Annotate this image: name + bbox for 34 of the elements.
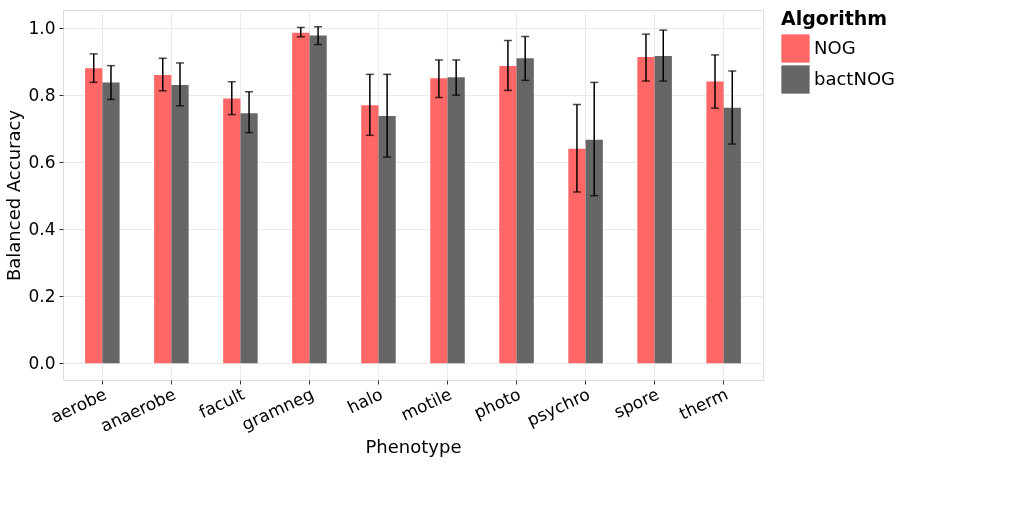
y-tick-label: 0.8 <box>28 84 56 105</box>
x-axis-title: Phenotype <box>365 435 462 457</box>
y-tick-label: 0.4 <box>28 218 56 239</box>
y-tick-label: 0.2 <box>28 285 56 306</box>
bar <box>568 148 586 364</box>
y-tick-label: 0.0 <box>28 352 56 373</box>
bar <box>85 68 103 364</box>
bar <box>171 85 189 364</box>
y-tick-label: 0.6 <box>28 151 56 172</box>
legend-label: bactNOG <box>814 67 895 89</box>
bar <box>706 81 724 364</box>
bar <box>723 107 741 364</box>
bar <box>654 55 672 364</box>
bar <box>102 82 120 364</box>
legend-title: Algorithm <box>781 7 888 29</box>
bar <box>447 77 465 364</box>
bar <box>637 56 655 364</box>
bar <box>309 35 327 364</box>
bar <box>154 75 172 364</box>
y-axis-title: Balanced Accuracy <box>3 109 25 282</box>
bar <box>240 113 258 364</box>
x-tick-label: spore <box>610 383 662 422</box>
bar <box>378 115 396 364</box>
bar <box>516 58 534 364</box>
bar <box>499 65 517 364</box>
legend-label: NOG <box>814 36 856 58</box>
bar <box>361 105 379 364</box>
y-tick-label: 1.0 <box>28 17 56 38</box>
x-tick-label: therm <box>676 383 731 424</box>
bar <box>430 78 448 364</box>
x-tick-label: halo <box>344 383 386 418</box>
bar <box>585 139 603 364</box>
bar <box>292 32 310 364</box>
bar <box>223 98 241 364</box>
